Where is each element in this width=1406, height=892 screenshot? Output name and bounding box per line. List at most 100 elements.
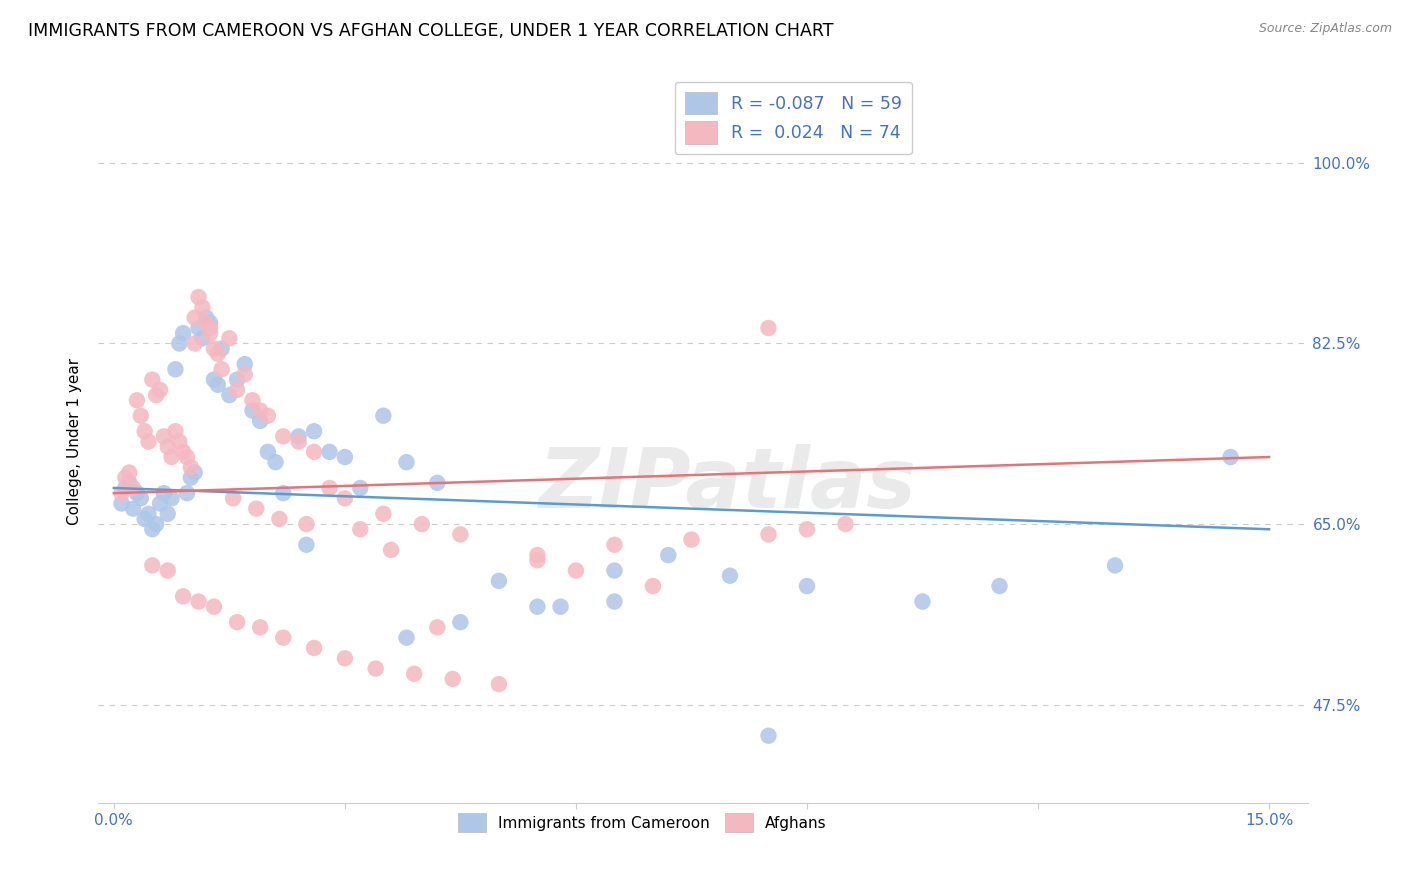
Point [488,574,510,588]
Point [202,373,225,387]
Point [718,568,741,582]
Point [911,594,934,608]
Point [404,666,426,681]
Point [233,368,256,382]
Point [187,290,209,304]
Point [211,362,233,376]
Point [134,424,156,438]
Point [318,481,340,495]
Point [449,527,471,541]
Point [187,321,209,335]
Point [411,517,433,532]
Point [149,383,172,397]
Point [176,486,198,500]
Point [156,507,179,521]
Point [172,445,194,459]
Point [1104,558,1126,573]
Point [242,393,264,408]
Point [271,631,294,645]
Point [176,450,198,464]
Point [373,507,395,521]
Point [114,471,136,485]
Point [211,342,233,356]
Point [114,481,136,495]
Point [526,553,548,567]
Point [349,522,371,536]
Point [165,424,187,438]
Point [796,579,818,593]
Point [271,429,294,443]
Point [191,331,214,345]
Point [110,486,132,500]
Point [249,620,271,634]
Point [565,564,588,578]
Point [364,662,387,676]
Point [395,455,418,469]
Point [149,496,172,510]
Point [257,445,280,459]
Point [758,527,780,541]
Point [198,316,221,330]
Point [160,450,183,464]
Point [138,507,160,521]
Point [169,336,191,351]
Text: IMMIGRANTS FROM CAMEROON VS AFGHAN COLLEGE, UNDER 1 YEAR CORRELATION CHART: IMMIGRANTS FROM CAMEROON VS AFGHAN COLLE… [28,22,834,40]
Point [169,434,191,449]
Point [333,450,356,464]
Point [526,599,548,614]
Point [153,429,176,443]
Point [172,590,194,604]
Point [183,310,205,325]
Point [153,486,176,500]
Point [195,310,218,325]
Point [233,357,256,371]
Point [333,491,356,506]
Point [122,481,145,495]
Point [180,471,202,485]
Point [264,455,287,469]
Point [796,522,818,536]
Point [758,729,780,743]
Legend: Immigrants from Cameroon, Afghans: Immigrants from Cameroon, Afghans [453,806,832,838]
Point [207,347,229,361]
Point [269,512,291,526]
Point [129,409,152,423]
Point [165,362,187,376]
Point [245,501,267,516]
Point [333,651,356,665]
Point [145,388,167,402]
Point [449,615,471,630]
Point [302,640,325,655]
Point [125,486,148,500]
Point [1219,450,1241,464]
Point [834,517,856,532]
Point [218,331,240,345]
Point [373,409,395,423]
Text: Source: ZipAtlas.com: Source: ZipAtlas.com [1258,22,1392,36]
Point [226,615,249,630]
Point [138,434,160,449]
Point [183,466,205,480]
Point [141,558,163,573]
Point [198,321,221,335]
Point [198,326,221,341]
Point [287,434,309,449]
Point [141,522,163,536]
Point [122,501,145,516]
Point [349,481,371,495]
Point [242,403,264,417]
Point [160,491,183,506]
Point [187,594,209,608]
Point [488,677,510,691]
Point [287,429,309,443]
Point [302,445,325,459]
Text: ZIPatlas: ZIPatlas [538,444,917,525]
Point [657,548,679,562]
Point [191,301,214,315]
Y-axis label: College, Under 1 year: College, Under 1 year [67,358,83,525]
Point [195,316,218,330]
Point [118,475,141,490]
Point [318,445,340,459]
Point [134,512,156,526]
Point [141,373,163,387]
